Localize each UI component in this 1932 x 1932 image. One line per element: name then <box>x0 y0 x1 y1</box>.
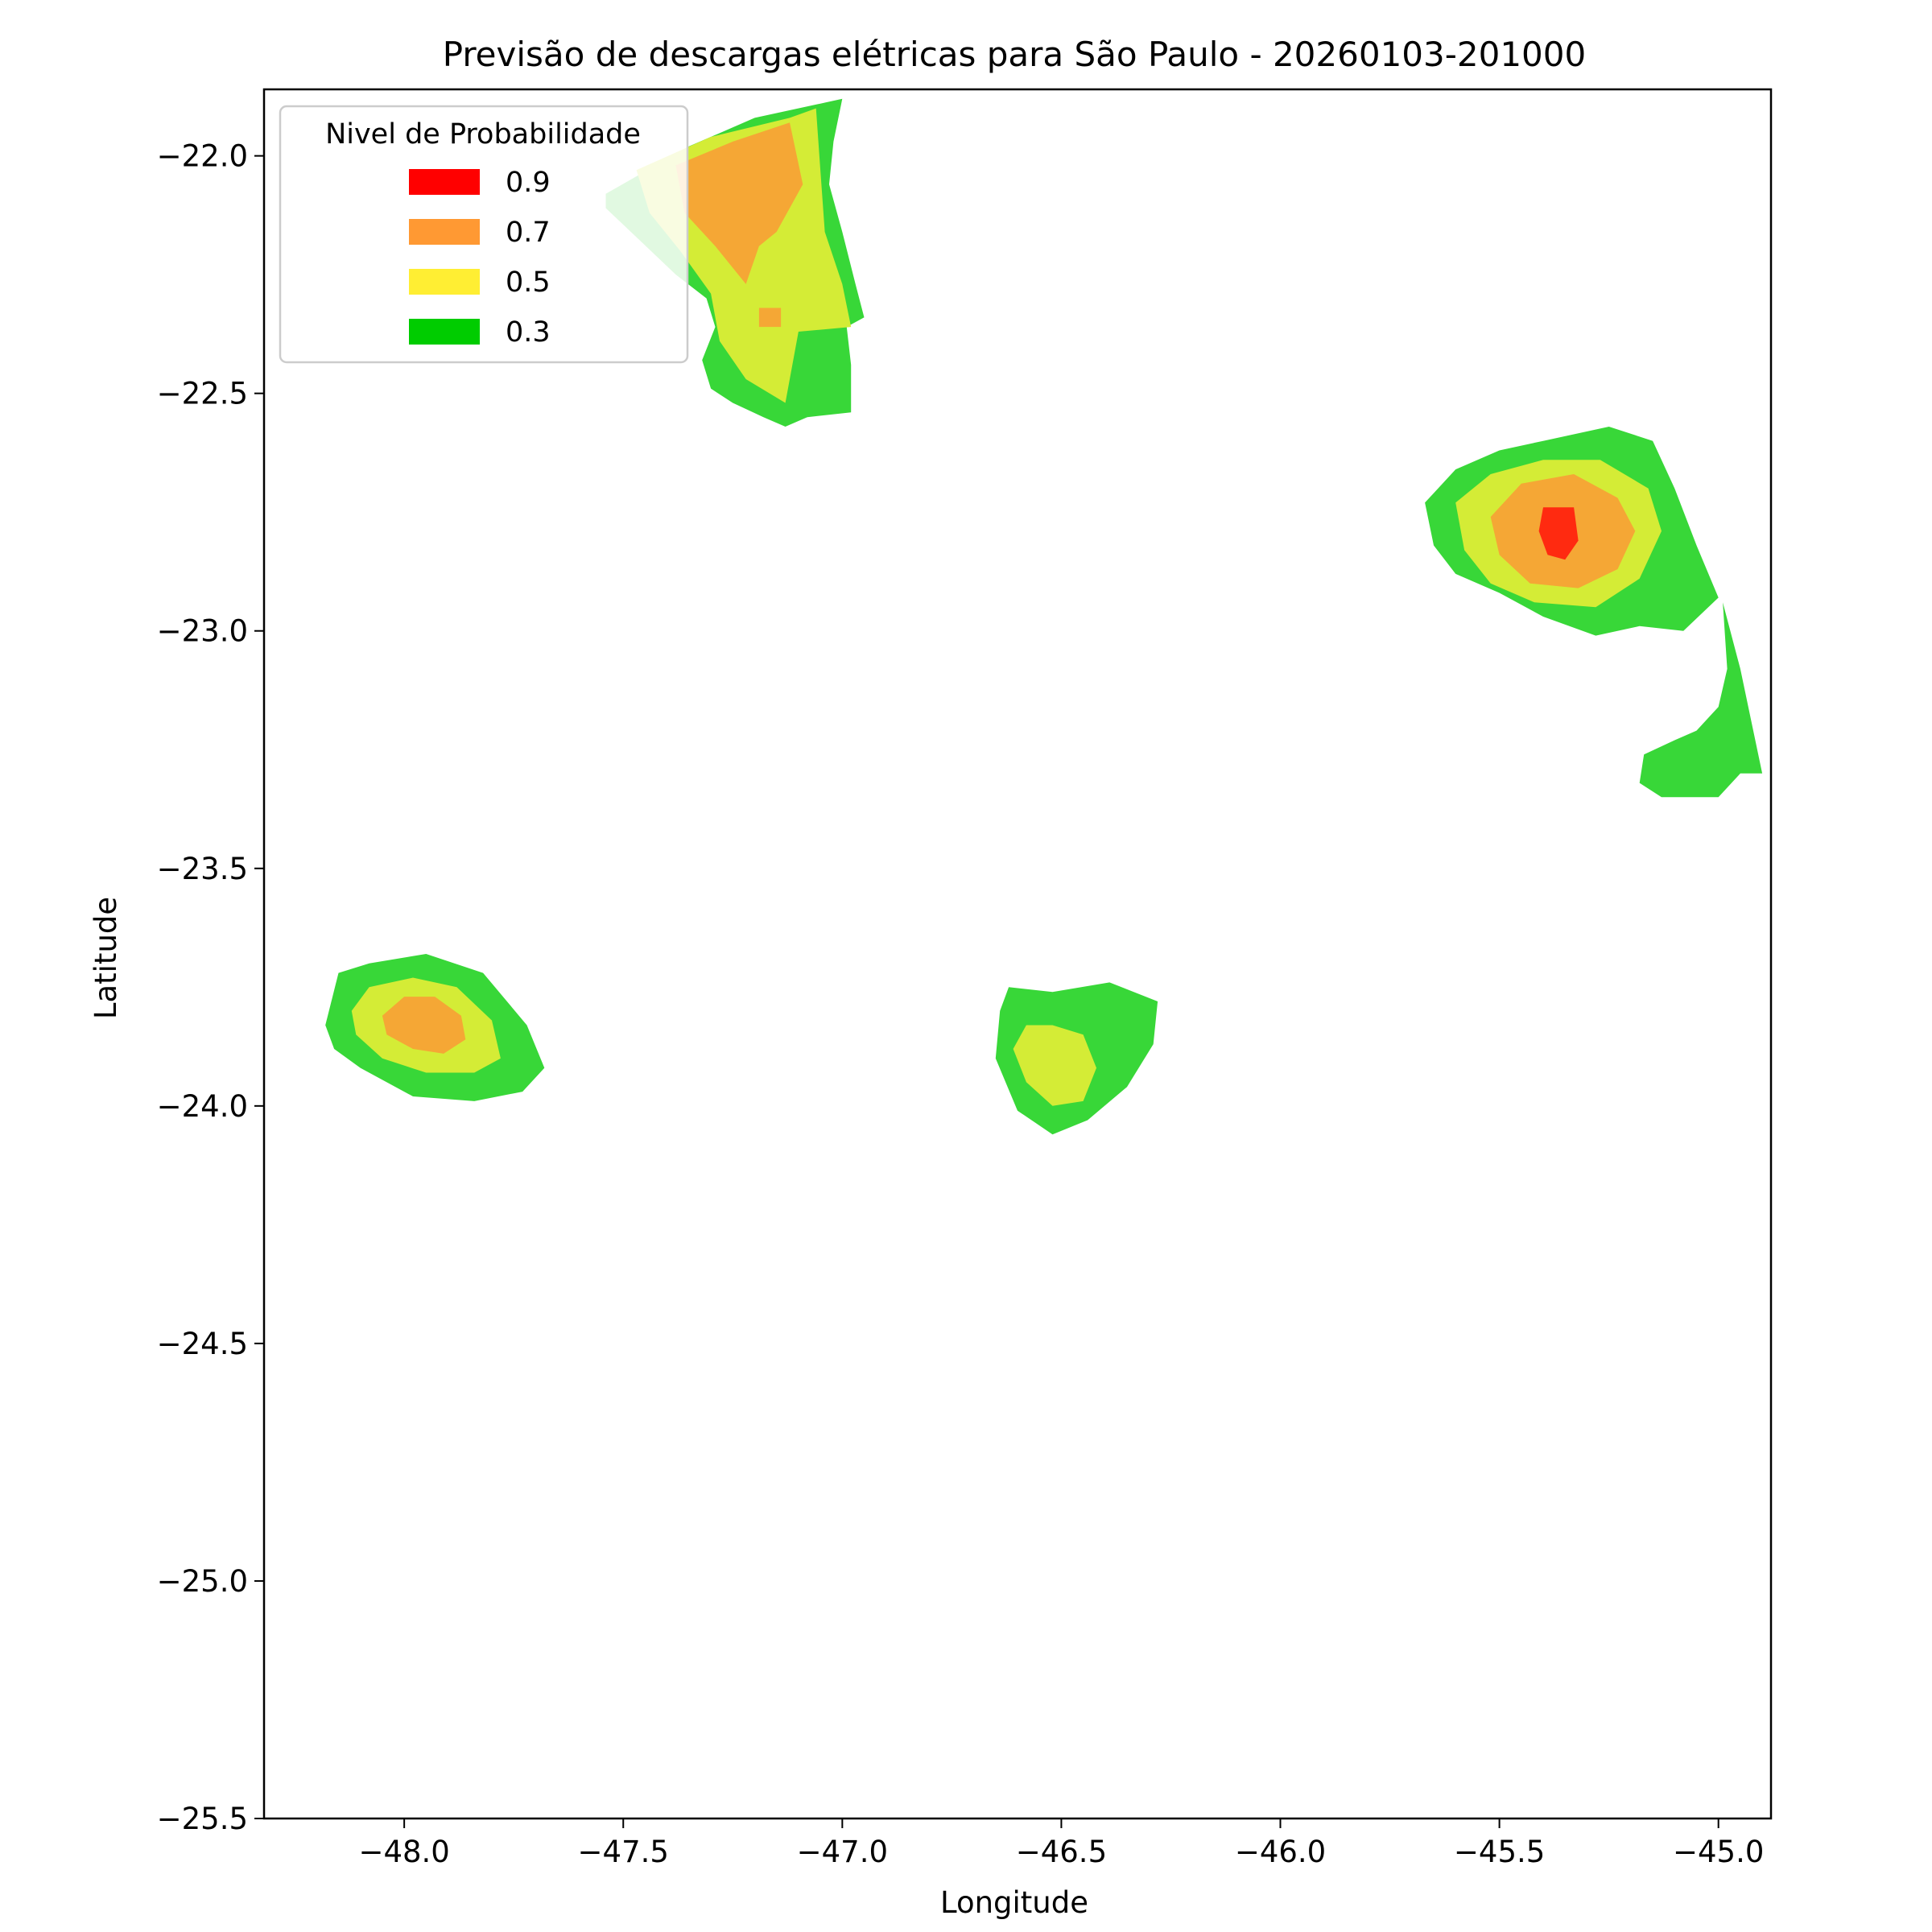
x-tick-label: −46.0 <box>1235 1835 1326 1869</box>
y-tick-label: −22.0 <box>157 139 248 174</box>
cell-central-level-05-region <box>1013 1025 1096 1106</box>
y-tick-label: −22.5 <box>157 377 248 411</box>
y-tick-label: −25.5 <box>157 1802 248 1836</box>
legend-label-05: 0.5 <box>506 266 551 299</box>
cell-east <box>1425 427 1719 636</box>
cell-east-level-09-region <box>1538 507 1579 560</box>
cell-north-level-07-region <box>675 122 803 284</box>
x-axis-label: Longitude <box>940 1885 1088 1920</box>
legend-swatch-09 <box>409 169 480 195</box>
legend: Nivel de Probabilidade 0.9 0.7 0.5 0.3 <box>279 105 689 364</box>
cell-east-tail <box>1639 602 1763 798</box>
chart-title: Previsão de descargas elétricas para São… <box>443 35 1586 74</box>
x-tick-label: −45.5 <box>1454 1835 1545 1869</box>
legend-label-09: 0.9 <box>506 167 551 199</box>
y-tick-label: −23.5 <box>157 852 248 886</box>
x-tick-label: −47.5 <box>578 1835 669 1869</box>
legend-title: Nivel de Probabilidade <box>325 118 641 151</box>
legend-swatch-07 <box>409 219 480 245</box>
x-tick-label: −46.5 <box>1016 1835 1107 1869</box>
contour-cells <box>325 98 1763 1135</box>
y-axis-label: Latitude <box>89 897 123 1019</box>
legend-swatch-03 <box>409 319 480 345</box>
x-axis: −48.0 −47.5 −47.0 −46.5 −46.0 −45.5 −45.0 <box>358 1818 1764 1869</box>
cell-central <box>995 982 1158 1135</box>
y-tick-label: −25.0 <box>157 1564 248 1599</box>
y-tick-label: −24.0 <box>157 1089 248 1124</box>
x-tick-label: −48.0 <box>358 1835 449 1869</box>
legend-box <box>279 105 689 364</box>
legend-label-03: 0.3 <box>506 316 551 349</box>
x-tick-label: −47.0 <box>797 1835 888 1869</box>
legend-label-07: 0.7 <box>506 217 551 249</box>
cell-east-tail-level-03-region <box>1639 602 1763 798</box>
y-tick-label: −24.5 <box>157 1327 248 1361</box>
y-axis: −22.0 −22.5 −23.0 −23.5 −24.0 −24.5 −25.0 −25.5 <box>157 139 264 1836</box>
plot-frame <box>262 88 1773 1820</box>
x-tick-label: −45.0 <box>1673 1835 1764 1869</box>
cell-north-level-07-region <box>758 308 782 328</box>
cell-southwest-level-07-region <box>382 997 466 1054</box>
cell-southwest <box>325 954 545 1101</box>
y-tick-label: −23.0 <box>157 614 248 649</box>
legend-swatch-05 <box>409 269 480 295</box>
